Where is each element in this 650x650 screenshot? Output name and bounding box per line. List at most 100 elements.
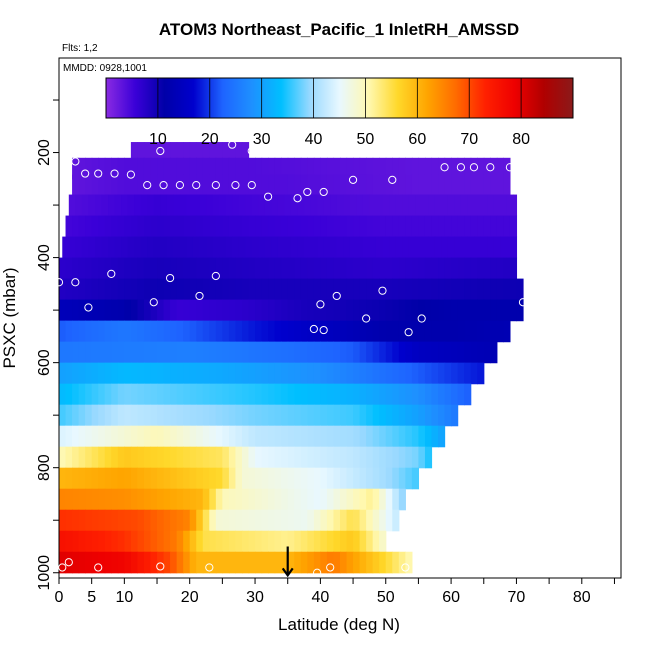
heatmap-cell xyxy=(241,404,250,427)
heatmap-cell xyxy=(228,404,237,427)
y-tick-label: 400 xyxy=(36,244,53,271)
heatmap-cell xyxy=(294,551,302,574)
heatmap-cell xyxy=(170,257,178,280)
heatmap-cell xyxy=(241,551,250,574)
heatmap-cell xyxy=(261,530,269,553)
observation-point xyxy=(247,146,256,156)
heatmap-cell xyxy=(215,362,223,385)
heatmap-cell xyxy=(255,509,263,532)
heatmap-cell xyxy=(375,236,384,259)
heatmap-cell xyxy=(490,174,498,197)
heatmap-cell xyxy=(228,157,237,180)
heatmap-cell xyxy=(255,299,263,322)
heatmap-cell xyxy=(424,362,433,385)
heatmap-cell xyxy=(143,299,152,322)
heatmap-cell xyxy=(392,362,400,385)
heatmap-cell xyxy=(464,341,472,364)
heatmap-cell xyxy=(157,425,165,448)
heatmap-cell xyxy=(261,278,269,301)
heatmap-cell xyxy=(176,299,184,322)
heatmap-cell xyxy=(313,362,321,385)
heatmap-cell xyxy=(157,446,165,469)
heatmap-cell xyxy=(431,174,439,197)
heatmap-cell xyxy=(362,194,371,217)
heatmap-cell xyxy=(78,257,86,280)
heatmap-cell xyxy=(127,194,135,217)
heatmap-cell xyxy=(196,383,204,406)
heatmap-cell xyxy=(170,467,178,490)
heatmap-cell xyxy=(333,446,341,469)
heatmap-cell xyxy=(451,383,459,406)
heatmap-cell xyxy=(202,320,210,343)
heatmap-cell xyxy=(385,404,393,427)
heatmap-cell xyxy=(238,194,246,217)
heatmap-cell xyxy=(366,509,374,532)
heatmap-cell xyxy=(268,299,276,322)
heatmap-cell xyxy=(85,467,93,490)
heatmap-cell xyxy=(137,551,145,574)
x-axis-label: Latitude (deg N) xyxy=(278,615,400,634)
observation-point xyxy=(94,169,103,178)
heatmap-cell xyxy=(353,425,361,448)
heatmap-cell xyxy=(353,404,361,427)
heatmap-cell xyxy=(215,341,223,364)
heatmap-cell xyxy=(85,174,93,197)
heatmap-cell xyxy=(196,215,204,238)
heatmap-cell xyxy=(72,488,80,511)
heatmap-cell xyxy=(281,404,289,427)
heatmap-cell xyxy=(196,530,204,553)
heatmap-cell xyxy=(379,174,387,197)
heatmap-cell xyxy=(104,299,112,322)
heatmap-cell xyxy=(143,488,152,511)
heatmap-cell xyxy=(287,341,295,364)
heatmap-cell xyxy=(137,157,145,180)
heatmap-cell xyxy=(241,174,250,197)
heatmap-cell xyxy=(59,278,67,301)
heatmap-cell xyxy=(287,362,295,385)
heatmap-cell xyxy=(333,157,341,180)
heatmap-cell xyxy=(313,446,321,469)
heatmap-cell xyxy=(268,404,276,427)
heatmap-cell xyxy=(392,488,400,511)
heatmap-cell xyxy=(457,174,465,197)
heatmap-cell xyxy=(366,174,374,197)
heatmap-cell xyxy=(59,488,67,511)
heatmap-cell xyxy=(124,215,132,238)
heatmap-cell xyxy=(130,257,139,280)
heatmap-cell xyxy=(78,174,86,197)
heatmap-cell xyxy=(235,509,243,532)
heatmap-cell xyxy=(117,174,125,197)
heatmap-cell xyxy=(199,194,207,217)
heatmap-cell xyxy=(196,341,204,364)
heatmap-cell xyxy=(424,257,433,280)
heatmap-cell xyxy=(137,446,145,469)
heatmap-cell xyxy=(176,425,184,448)
heatmap-cell xyxy=(379,530,387,553)
heatmap-cell xyxy=(157,174,165,197)
heatmap-cell xyxy=(98,446,106,469)
heatmap-cell xyxy=(228,320,237,343)
heatmap-cell xyxy=(434,236,442,259)
heatmap-cell xyxy=(222,530,230,553)
observation-point xyxy=(417,314,426,323)
heatmap-cell xyxy=(340,488,348,511)
heatmap-cell xyxy=(483,215,491,238)
heatmap-cell xyxy=(176,551,184,574)
heatmap-cell xyxy=(104,446,112,469)
heatmap-cell xyxy=(117,341,125,364)
heatmap-cell xyxy=(255,278,263,301)
heatmap-cell xyxy=(470,299,478,322)
heatmap-cell xyxy=(104,467,112,490)
heatmap-cell xyxy=(209,157,217,180)
heatmap-cell xyxy=(189,551,197,574)
colorbar: 10 20 30 40 50 60 70 80 xyxy=(105,77,574,148)
heatmap-cell xyxy=(117,299,125,322)
heatmap-cell xyxy=(307,551,315,574)
heatmap-cell xyxy=(340,467,348,490)
heatmap-cell xyxy=(130,362,139,385)
heatmap-cell xyxy=(255,551,263,574)
heatmap-cell xyxy=(222,257,230,280)
heatmap-cell xyxy=(268,362,276,385)
heatmap-cell xyxy=(228,174,237,197)
heatmap-cell xyxy=(483,341,491,364)
